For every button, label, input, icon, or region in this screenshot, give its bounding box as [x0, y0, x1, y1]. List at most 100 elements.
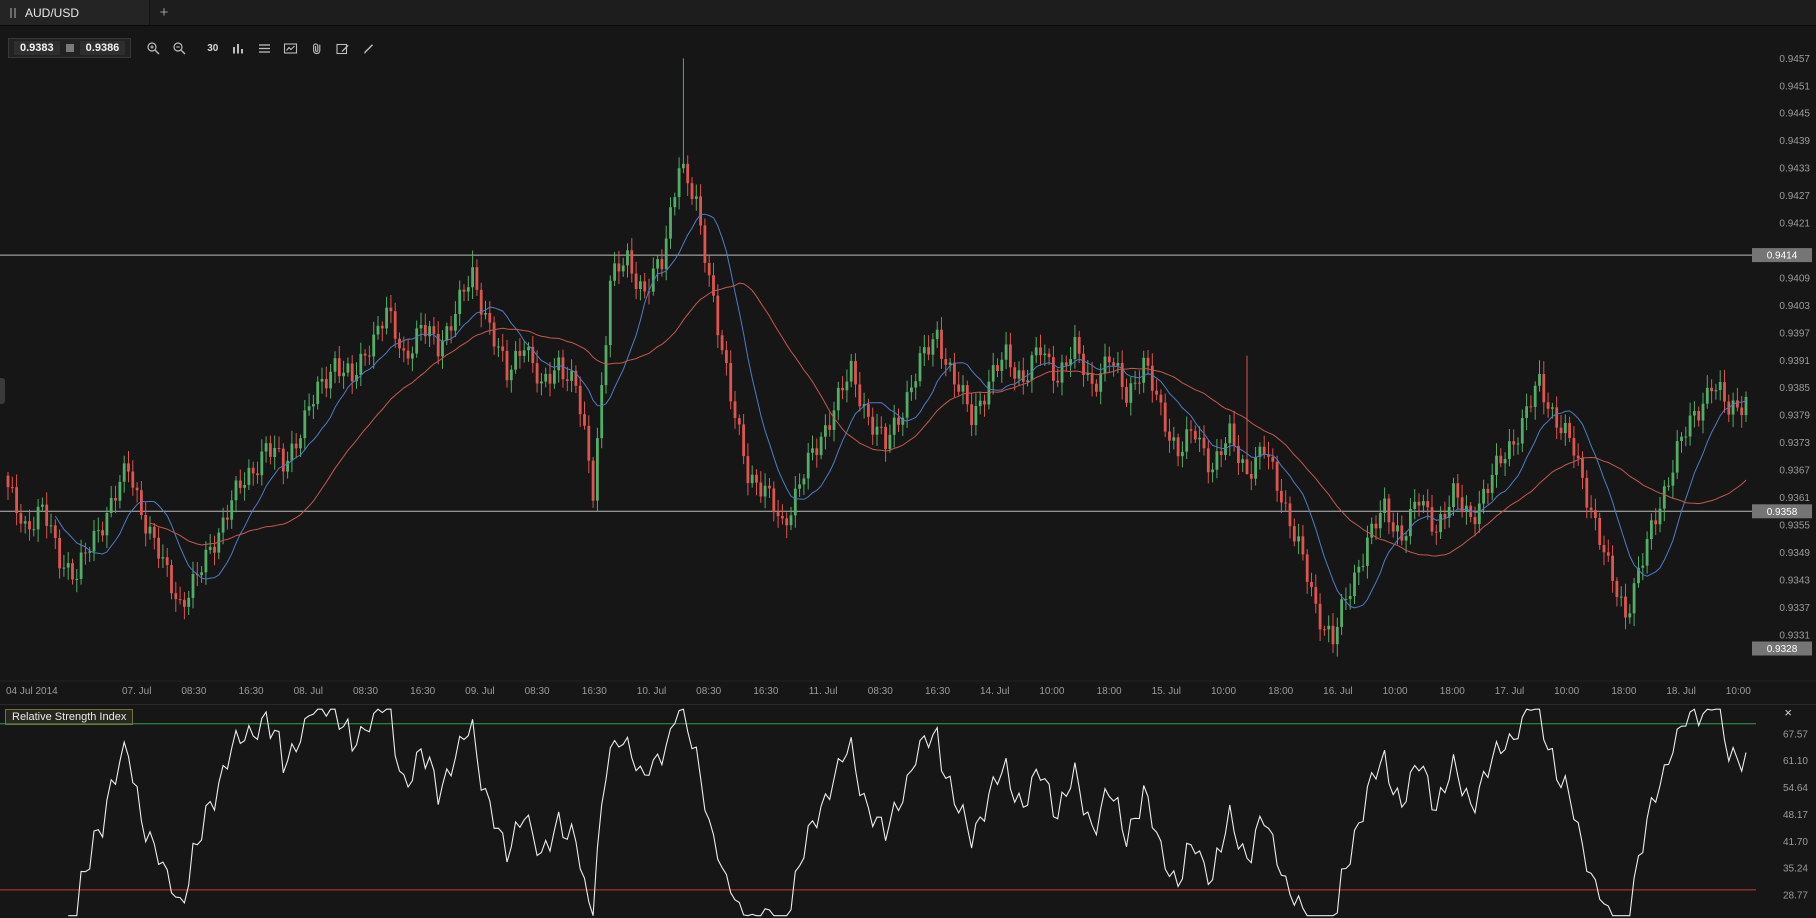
tab-bar: AUD/USD + — [0, 0, 1816, 26]
svg-text:0.9397: 0.9397 — [1779, 328, 1810, 339]
template-chart-icon — [284, 42, 298, 54]
zoom-in-button[interactable] — [143, 39, 164, 58]
tab-grip-icon — [10, 7, 16, 18]
svg-text:0.9355: 0.9355 — [1779, 521, 1810, 532]
svg-text:16:30: 16:30 — [239, 686, 264, 697]
svg-text:11. Jul: 11. Jul — [809, 686, 838, 697]
bid-price[interactable]: 0.9383 — [14, 41, 60, 55]
rsi-chart[interactable]: 67.57 61.10 54.64 48.17 41.70 35.24 28.77 — [0, 705, 1816, 918]
svg-text:0.9414: 0.9414 — [1767, 251, 1798, 262]
svg-text:48.17: 48.17 — [1783, 810, 1808, 821]
spread-indicator — [65, 44, 74, 52]
tab-label: AUD/USD — [25, 5, 80, 20]
svg-text:08. Jul: 08. Jul — [294, 686, 323, 697]
price-chart-panel: 0.9457 0.9451 0.9445 0.9439 0.9433 0.9427 0.94… — [0, 26, 1816, 704]
svg-text:0.9358: 0.9358 — [1767, 507, 1798, 518]
svg-text:61.10: 61.10 — [1783, 756, 1808, 767]
templates-button[interactable] — [280, 39, 301, 58]
svg-text:08:30: 08:30 — [353, 686, 378, 697]
indicators-button[interactable] — [254, 39, 275, 58]
timeframe-label: 30 — [207, 42, 219, 54]
svg-text:10. Jul: 10. Jul — [637, 686, 666, 697]
candlestick-chart[interactable]: 0.9457 0.9451 0.9445 0.9439 0.9433 0.9427 0.94… — [0, 26, 1816, 704]
svg-text:0.9367: 0.9367 — [1779, 466, 1810, 477]
zoom-group — [143, 39, 190, 58]
svg-text:0.9331: 0.9331 — [1779, 630, 1810, 641]
annotate-icon — [336, 43, 349, 54]
svg-text:14. Jul: 14. Jul — [980, 686, 1009, 697]
svg-text:18:00: 18:00 — [1097, 686, 1122, 697]
svg-text:0.9385: 0.9385 — [1779, 383, 1810, 394]
svg-text:04 Jul 2014: 04 Jul 2014 — [6, 686, 58, 697]
new-tab-button[interactable]: + — [159, 4, 169, 21]
chart-tools-group: 30 — [202, 39, 379, 58]
svg-text:0.9451: 0.9451 — [1779, 81, 1810, 92]
svg-text:16:30: 16:30 — [753, 686, 778, 697]
svg-text:18. Jul: 18. Jul — [1666, 686, 1695, 697]
svg-text:35.24: 35.24 — [1783, 864, 1808, 875]
svg-text:10:00: 10:00 — [1211, 686, 1236, 697]
svg-text:0.9445: 0.9445 — [1779, 109, 1810, 120]
chart-type-button[interactable] — [228, 39, 249, 58]
svg-text:17. Jul: 17. Jul — [1495, 686, 1524, 697]
timeframe-button[interactable]: 30 — [202, 39, 223, 58]
svg-text:0.9403: 0.9403 — [1779, 301, 1810, 312]
svg-text:0.9379: 0.9379 — [1779, 411, 1810, 422]
svg-text:16:30: 16:30 — [925, 686, 950, 697]
svg-text:54.64: 54.64 — [1783, 783, 1808, 794]
panel-collapse-handle[interactable] — [0, 378, 5, 404]
draw-button[interactable] — [358, 39, 379, 58]
svg-text:08:30: 08:30 — [696, 686, 721, 697]
rsi-panel: 67.57 61.10 54.64 48.17 41.70 35.24 28.77 Rela… — [0, 704, 1816, 918]
zoom-out-icon — [173, 41, 186, 54]
svg-text:0.9421: 0.9421 — [1779, 219, 1810, 230]
svg-text:0.9427: 0.9427 — [1779, 191, 1810, 202]
svg-text:16:30: 16:30 — [582, 686, 607, 697]
svg-text:0.9391: 0.9391 — [1779, 356, 1810, 367]
annotate-button[interactable] — [332, 39, 353, 58]
svg-text:0.9328: 0.9328 — [1767, 644, 1798, 655]
svg-text:0.9337: 0.9337 — [1779, 603, 1810, 614]
attach-button[interactable] — [306, 39, 327, 58]
svg-text:10:00: 10:00 — [1554, 686, 1579, 697]
svg-text:41.70: 41.70 — [1783, 837, 1808, 848]
chart-bars-icon — [233, 43, 244, 53]
indicator-list-icon — [259, 43, 271, 53]
svg-text:0.9439: 0.9439 — [1779, 136, 1810, 147]
svg-text:0.9349: 0.9349 — [1779, 548, 1810, 559]
svg-text:16:30: 16:30 — [410, 686, 435, 697]
svg-text:0.9361: 0.9361 — [1779, 493, 1810, 504]
ask-price[interactable]: 0.9386 — [79, 41, 126, 55]
svg-text:16. Jul: 16. Jul — [1323, 686, 1352, 697]
svg-text:09. Jul: 09. Jul — [465, 686, 494, 697]
tab-audusd[interactable]: AUD/USD — [0, 0, 150, 25]
rsi-close-button[interactable]: × — [1784, 705, 1792, 720]
draw-pencil-icon — [364, 43, 374, 54]
svg-text:18:00: 18:00 — [1611, 686, 1636, 697]
svg-text:07. Jul: 07. Jul — [122, 686, 151, 697]
svg-text:08:30: 08:30 — [181, 686, 206, 697]
svg-text:0.9373: 0.9373 — [1779, 438, 1810, 449]
svg-text:0.9409: 0.9409 — [1779, 273, 1810, 284]
svg-text:0.9433: 0.9433 — [1779, 164, 1810, 175]
svg-text:28.77: 28.77 — [1783, 891, 1808, 902]
svg-text:0.9457: 0.9457 — [1779, 54, 1810, 65]
svg-text:67.57: 67.57 — [1783, 729, 1808, 740]
svg-text:08:30: 08:30 — [868, 686, 893, 697]
svg-text:18:00: 18:00 — [1440, 686, 1465, 697]
rsi-title: Relative Strength Index — [5, 709, 134, 725]
svg-text:10:00: 10:00 — [1383, 686, 1408, 697]
svg-text:08:30: 08:30 — [525, 686, 550, 697]
attach-icon — [313, 42, 321, 54]
svg-text:10:00: 10:00 — [1039, 686, 1064, 697]
chart-toolbar: 0.9383 0.9386 — [8, 38, 379, 58]
quote-group: 0.9383 0.9386 — [8, 38, 132, 58]
svg-text:18:00: 18:00 — [1268, 686, 1293, 697]
svg-text:10:00: 10:00 — [1726, 686, 1751, 697]
svg-text:0.9343: 0.9343 — [1779, 575, 1810, 586]
svg-text:15. Jul: 15. Jul — [1152, 686, 1181, 697]
zoom-in-icon — [147, 41, 160, 54]
zoom-out-button[interactable] — [169, 39, 190, 58]
rsi-header: Relative Strength Index — [5, 707, 134, 725]
